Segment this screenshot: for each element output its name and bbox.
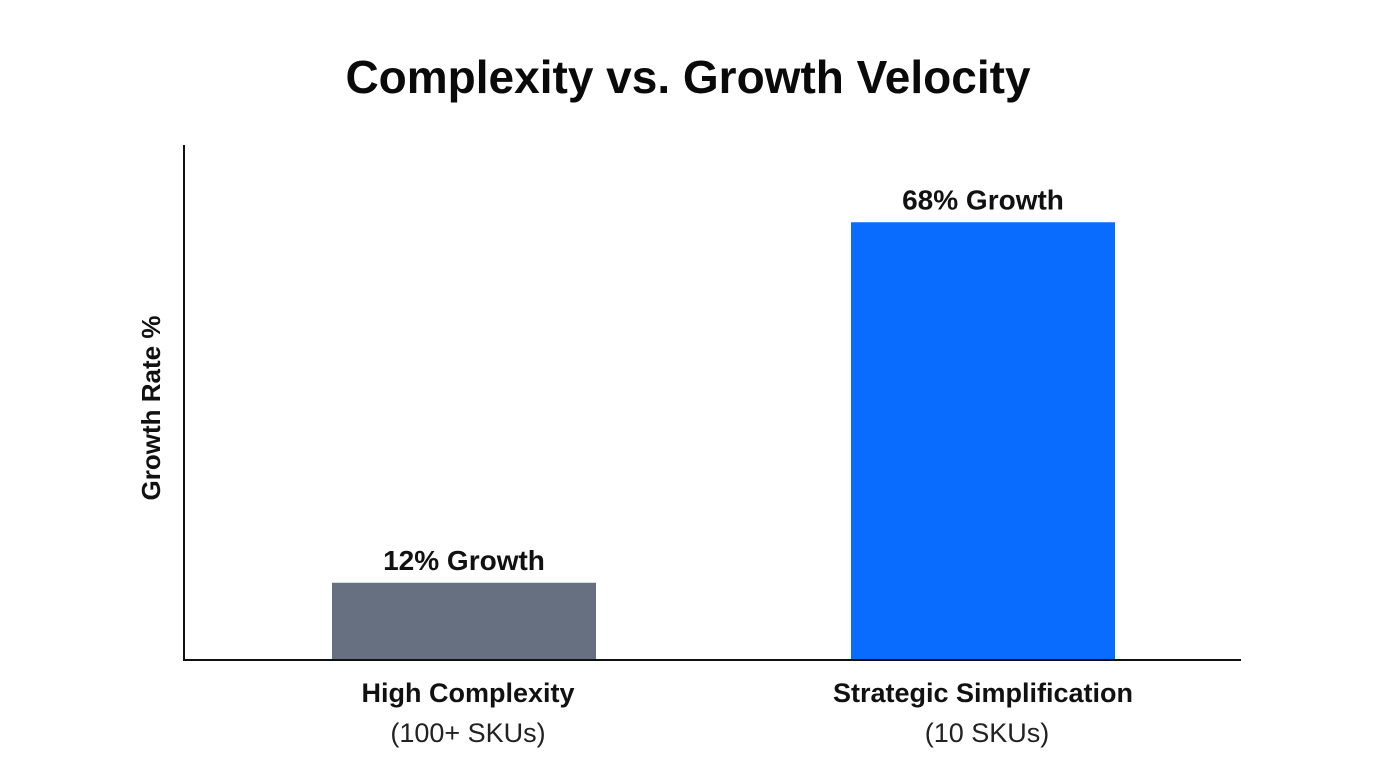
data-label-2: 68% Growth [902, 184, 1064, 215]
chart-title: Complexity vs. Growth Velocity [345, 51, 1030, 103]
bar-1 [332, 582, 596, 660]
bar-2 [851, 222, 1115, 660]
x-tick-label-2: Strategic Simplification [833, 678, 1133, 708]
x-tick-sublabel-1: (100+ SKUs) [390, 718, 545, 748]
data-label-1: 12% Growth [383, 545, 545, 576]
y-axis-label: Growth Rate % [136, 316, 166, 501]
x-tick-label-1: High Complexity [361, 678, 574, 708]
x-tick-sublabel-2: (10 SKUs) [925, 718, 1050, 748]
